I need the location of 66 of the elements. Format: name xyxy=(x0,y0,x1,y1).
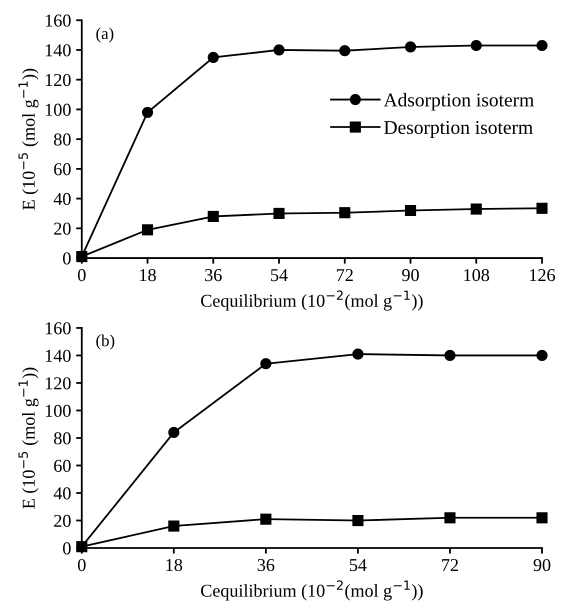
point xyxy=(536,350,548,362)
y-tick-label: 160 xyxy=(46,322,71,334)
point xyxy=(142,224,154,236)
point xyxy=(444,512,456,524)
y-tick-label: 0 xyxy=(63,542,71,554)
annotation: (b) xyxy=(96,334,114,350)
y-tick-label: 100 xyxy=(46,404,71,417)
x-tick-label: 0 xyxy=(78,269,86,282)
point xyxy=(260,514,272,525)
point xyxy=(352,348,364,360)
x-tick-label: 126 xyxy=(530,269,556,282)
y-tick-label: 60 xyxy=(54,163,71,176)
point xyxy=(352,514,364,526)
x-tick-label: 36 xyxy=(258,559,274,572)
point xyxy=(76,541,88,552)
x-axis-title: Cequilibrium (10$^{−2}$(mol g$^{−1}$)) xyxy=(201,290,423,311)
y-tick-label: 60 xyxy=(54,460,71,472)
point xyxy=(208,210,219,222)
y-tick-label: 40 xyxy=(54,487,71,500)
y-tick-label: 140 xyxy=(46,44,71,56)
point xyxy=(168,426,180,438)
y-tick-label: 0 xyxy=(63,252,71,265)
y-tick-label: 120 xyxy=(46,74,71,86)
y-tick-label: 40 xyxy=(54,192,71,206)
point xyxy=(470,203,482,215)
y-tick-label: 120 xyxy=(46,377,71,390)
x-tick-label: 54 xyxy=(271,269,288,282)
x-tick-label: 0 xyxy=(78,558,86,572)
y-axis-title: E (10$^{−5}$ (mol g$^{−1}$)) xyxy=(18,368,39,509)
y-tick-label: 20 xyxy=(54,514,71,527)
x-tick-label: 72 xyxy=(336,269,353,282)
point xyxy=(470,40,482,52)
legend-label: Adsorption isoterm xyxy=(384,92,534,111)
y-tick-label: 140 xyxy=(46,350,71,362)
point xyxy=(208,52,219,63)
x-tick-label: 36 xyxy=(205,269,222,282)
point xyxy=(339,45,350,56)
x-tick-label: 72 xyxy=(442,559,458,571)
x-axis-title: Cequilibrium (10$^{−2}$(mol g$^{−1}$)) xyxy=(201,580,423,601)
x-tick-label: 18 xyxy=(140,269,156,282)
y-tick-label: 160 xyxy=(46,14,71,27)
point xyxy=(168,520,180,532)
point xyxy=(404,204,416,216)
y-tick-label: 20 xyxy=(54,222,71,235)
y-tick-label: 80 xyxy=(54,133,71,146)
point xyxy=(142,106,154,118)
point xyxy=(260,358,272,370)
x-tick-label: 18 xyxy=(166,558,182,572)
x-tick-label: 90 xyxy=(534,558,550,572)
x-tick-label: 108 xyxy=(464,269,490,282)
y-axis-title: E (10$^{−5}$ (mol g$^{−1}$)) xyxy=(18,68,39,210)
annotation: (a) xyxy=(96,27,114,42)
point xyxy=(339,207,350,218)
point xyxy=(444,350,456,362)
legend-label: Desorption isoterm xyxy=(384,120,533,138)
point xyxy=(404,41,416,53)
point xyxy=(273,44,285,56)
point xyxy=(536,512,548,524)
y-tick-label: 80 xyxy=(54,432,71,444)
x-tick-label: 90 xyxy=(402,269,419,282)
point xyxy=(273,208,285,220)
point xyxy=(76,251,88,262)
point xyxy=(536,40,548,52)
y-tick-label: 100 xyxy=(46,104,71,116)
x-tick-label: 54 xyxy=(350,559,367,572)
point xyxy=(536,202,548,214)
